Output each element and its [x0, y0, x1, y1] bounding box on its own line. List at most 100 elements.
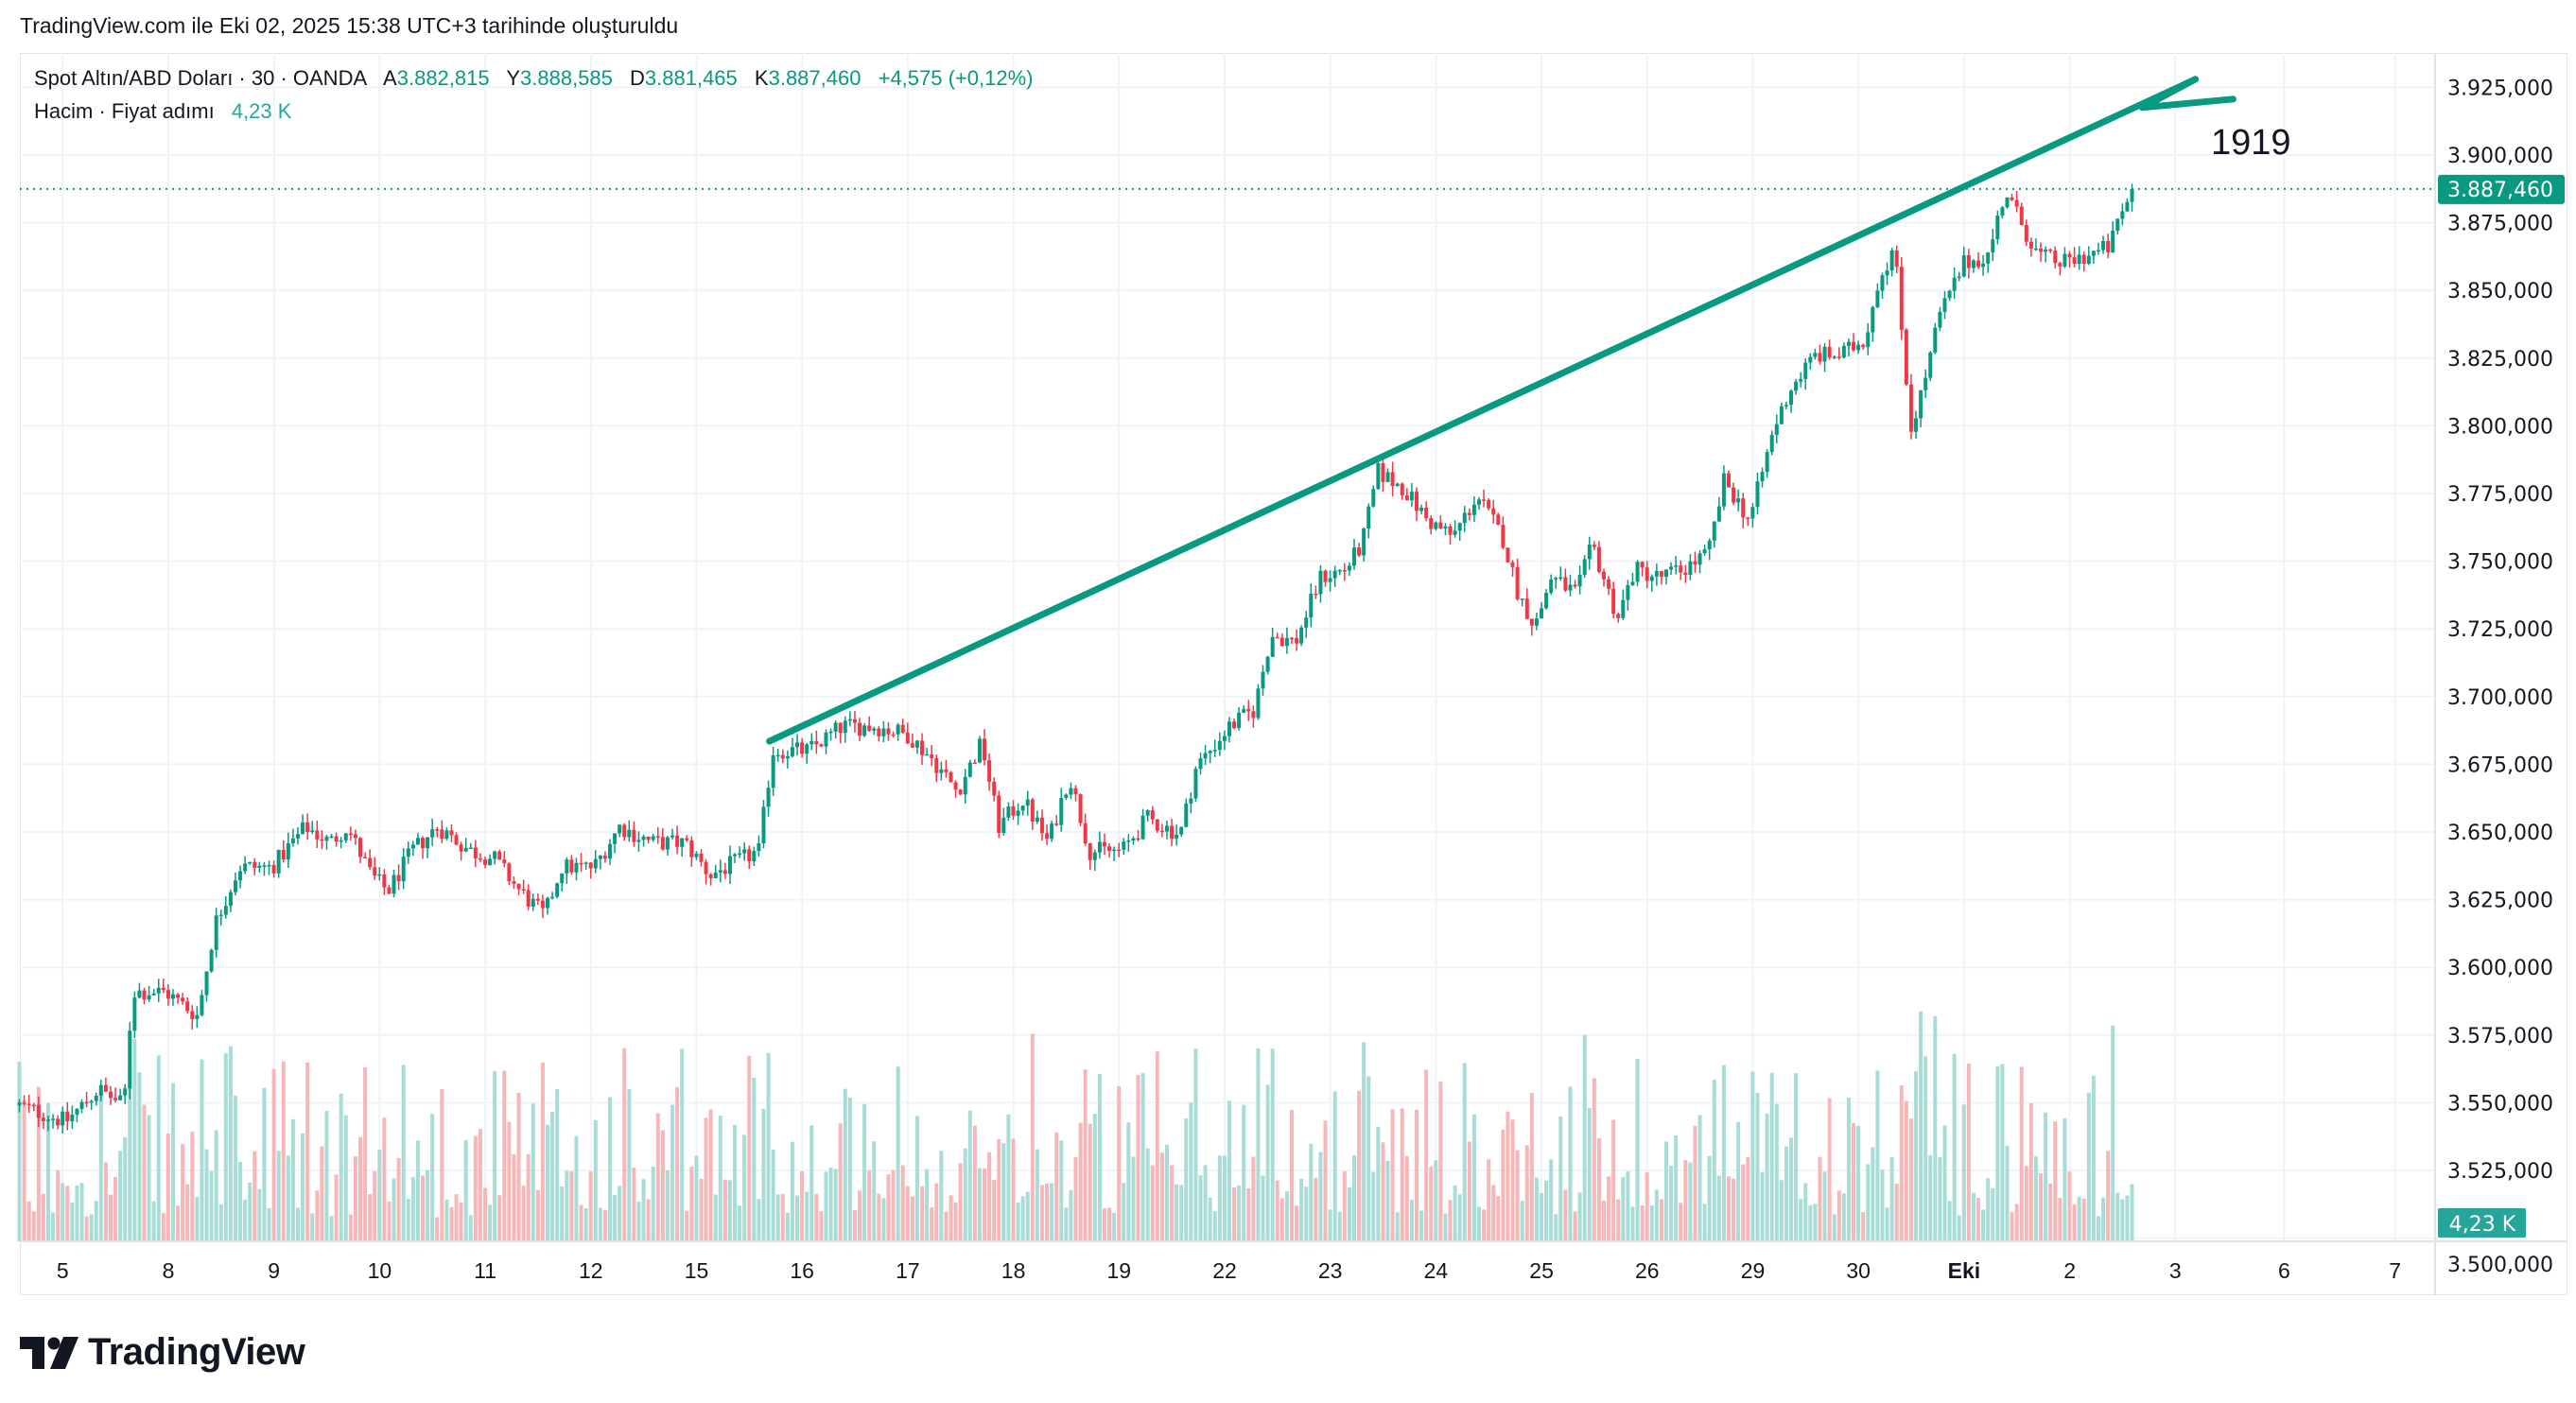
volume-bar: [877, 1193, 881, 1241]
candle-body: [1626, 584, 1630, 600]
candle-body: [2000, 207, 2005, 217]
candle-body: [1607, 579, 1611, 589]
volume-bar: [1299, 1178, 1304, 1241]
candle-body: [420, 838, 425, 849]
candle-body: [1904, 329, 1908, 385]
volume-bar: [75, 1185, 79, 1241]
candle-body: [1784, 405, 1788, 407]
volume-bar: [1899, 1084, 1904, 1241]
volume-label[interactable]: Hacim · Fiyat adımı: [34, 99, 215, 123]
candle-body: [1179, 826, 1184, 835]
volume-bar: [502, 1070, 507, 1241]
candle-body: [305, 822, 310, 832]
candle-body: [1554, 578, 1558, 580]
volume-bar: [2044, 1112, 2048, 1241]
candle-body: [771, 754, 775, 788]
symbol-name[interactable]: Spot Altın/ABD Doları · 30 · OANDA: [34, 66, 368, 90]
candle-body: [1366, 506, 1371, 528]
candle-body: [1986, 252, 1991, 264]
volume-bar: [2063, 1117, 2067, 1241]
volume-bar: [1520, 1201, 1524, 1241]
candle-body: [1054, 823, 1059, 825]
candle-body: [1476, 499, 1481, 505]
volume-bar: [1242, 1104, 1246, 1241]
annotation-text[interactable]: 1919: [2211, 123, 2291, 163]
candle-body: [775, 754, 780, 757]
volume-bar: [1227, 1100, 1231, 1241]
candle-body: [593, 858, 598, 869]
volume-bar: [934, 1183, 939, 1241]
candle-body: [497, 851, 502, 860]
volume-bar: [1683, 1160, 1688, 1241]
time-tick-label: 18: [1001, 1258, 1026, 1283]
candle-body: [1059, 797, 1064, 825]
candle-body: [315, 830, 320, 840]
price-tick-label: 3.525,000: [2447, 1160, 2553, 1184]
volume-bar: [488, 1204, 493, 1241]
volume-bar: [1568, 1086, 1573, 1241]
candle-body: [482, 859, 487, 865]
candle-body: [2028, 241, 2033, 250]
candle-body: [1596, 546, 1601, 572]
volume-bar: [334, 1174, 339, 1241]
candle-body: [1885, 270, 1889, 276]
candle-body: [108, 1091, 113, 1099]
candle-body: [79, 1101, 84, 1109]
volume-bar: [636, 1202, 641, 1241]
price-tick-label: 3.500,000: [2447, 1254, 2553, 1277]
candle-body: [579, 862, 583, 865]
volume-bar: [1140, 1073, 1145, 1241]
volume-bar: [1558, 1116, 1563, 1241]
candle-body: [535, 898, 540, 901]
volume-bar: [733, 1124, 738, 1241]
volume-bar: [958, 1163, 963, 1241]
candle-body: [1602, 571, 1607, 580]
time-axis: 5 8 9 10 11 12 15 16 17 18 19 22 23 24 25 26 29 30 Eki 2 3 6 7: [57, 1258, 2401, 1283]
price-tick-label: 3.900,000: [2447, 145, 2553, 168]
tradingview-logo[interactable]: TradingView: [20, 1331, 305, 1374]
candle-body: [147, 995, 151, 1000]
price-axis: 3.500,000 3.525,000 3.550,000 3.575,000 3.60…: [2447, 77, 2553, 1277]
candle-body: [747, 849, 752, 862]
candle-body: [2096, 250, 2100, 252]
volume-bar: [972, 1125, 977, 1241]
candle-body: [1875, 290, 1880, 307]
candle-body: [2086, 255, 2091, 264]
candle-body: [17, 1102, 22, 1106]
volume-bar: [1385, 1160, 1390, 1241]
candle-body: [1309, 593, 1314, 618]
candle-body: [1774, 424, 1779, 435]
volume-bar: [2019, 1066, 2024, 1241]
candle-body: [1942, 298, 1947, 312]
volume-badge: [2438, 1208, 2526, 1238]
volume-bar: [660, 1130, 665, 1241]
candle-body: [209, 949, 214, 972]
candle-body: [1841, 345, 1846, 358]
volume-bar: [641, 1179, 646, 1241]
volume-bar: [218, 1204, 223, 1241]
volume-bar: [1467, 1141, 1471, 1241]
volume-bar: [602, 1209, 607, 1241]
volume-bar: [1679, 1203, 1683, 1241]
volume-bar: [89, 1214, 94, 1241]
candle-body: [1400, 483, 1404, 496]
candle-body: [1822, 346, 1827, 362]
candle-body: [176, 994, 181, 998]
candle-body: [26, 1103, 31, 1105]
volume-bar: [795, 1195, 800, 1241]
candle-body: [1524, 598, 1529, 619]
candle-body: [900, 724, 905, 733]
volume-bar: [555, 1089, 560, 1241]
candle-body: [353, 834, 357, 839]
volume-bar: [1654, 1189, 1659, 1241]
price-tick-label: 3.550,000: [2447, 1092, 2553, 1116]
volume-bar: [1894, 1183, 1899, 1241]
volume-bar: [36, 1086, 41, 1241]
candle-body: [89, 1100, 94, 1103]
candle-body: [1414, 492, 1419, 511]
volume-bar: [156, 1055, 161, 1241]
candle-body: [1852, 341, 1856, 351]
volume-bar: [1602, 1200, 1607, 1241]
volume-bar: [1621, 1177, 1626, 1241]
